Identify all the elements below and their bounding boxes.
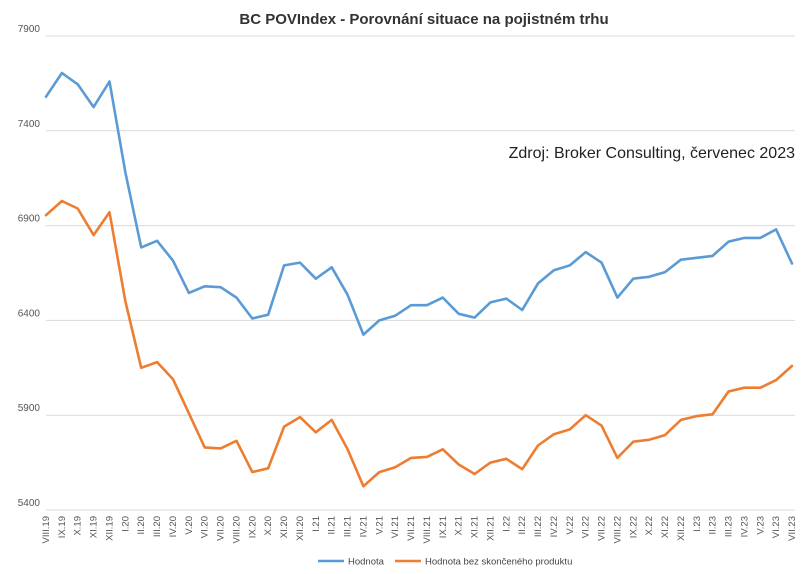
x-tick-label: V.23 bbox=[755, 516, 766, 535]
x-tick-label: I.22 bbox=[501, 516, 512, 532]
x-tick-label: X.20 bbox=[263, 516, 274, 536]
x-tick-label: III.22 bbox=[533, 516, 544, 537]
x-tick-label: V.21 bbox=[374, 516, 385, 535]
legend-label-1: Hodnota bez skončeného produktu bbox=[425, 557, 572, 568]
x-tick-label: IX.21 bbox=[438, 516, 449, 538]
x-tick-label: II.22 bbox=[517, 516, 528, 535]
x-tick-label: VI.22 bbox=[581, 516, 592, 538]
x-tick-label: I.20 bbox=[120, 516, 131, 532]
x-tick-label: VII.21 bbox=[406, 516, 417, 541]
x-tick-label: VI.20 bbox=[200, 516, 211, 538]
x-tick-label: XII.20 bbox=[295, 516, 306, 541]
x-tick-label: I.23 bbox=[692, 516, 703, 532]
y-tick-label: 5900 bbox=[18, 403, 41, 414]
y-tick-label: 5400 bbox=[18, 498, 41, 509]
y-tick-label: 7400 bbox=[18, 119, 41, 130]
y-axis-tick-labels: 5400 5900 6400 6900 7400 7900 bbox=[18, 24, 41, 509]
chart-title: BC POVIndex - Porovnání situace na pojis… bbox=[239, 11, 608, 28]
x-tick-label: IX.20 bbox=[247, 516, 258, 538]
x-tick-label: VI.21 bbox=[390, 516, 401, 538]
x-tick-label: VII.22 bbox=[597, 516, 608, 541]
x-tick-label: VII.23 bbox=[787, 516, 798, 541]
x-tick-label: IV.21 bbox=[358, 516, 369, 537]
y-tick-label: 6400 bbox=[18, 308, 41, 319]
y-tick-label: 7900 bbox=[18, 24, 41, 35]
x-tick-label: X.19 bbox=[73, 516, 84, 536]
x-tick-label: V.20 bbox=[184, 516, 195, 535]
x-tick-label: VIII.19 bbox=[41, 516, 52, 543]
x-tick-label: VIII.20 bbox=[231, 516, 242, 543]
x-tick-label: X.22 bbox=[644, 516, 655, 536]
legend: Hodnota Hodnota bez skončeného produktu bbox=[318, 557, 572, 568]
series-line-1 bbox=[44, 199, 794, 488]
x-tick-label: X.21 bbox=[454, 516, 465, 536]
x-tick-label: XI.20 bbox=[279, 516, 290, 538]
x-tick-label: IX.19 bbox=[57, 516, 68, 538]
x-tick-label: V.22 bbox=[565, 516, 576, 535]
x-tick-label: II.23 bbox=[708, 516, 719, 535]
source-annotation: Zdroj: Broker Consulting, červenec 2023 bbox=[509, 145, 795, 162]
x-tick-label: VII.20 bbox=[216, 516, 227, 541]
x-tick-label: XI.22 bbox=[660, 516, 671, 538]
x-tick-label: IV.22 bbox=[549, 516, 560, 537]
x-tick-label: XII.21 bbox=[485, 516, 496, 541]
x-tick-label: VIII.22 bbox=[612, 516, 623, 543]
x-tick-label: III.23 bbox=[724, 516, 735, 537]
x-tick-label: VIII.21 bbox=[422, 516, 433, 543]
legend-label-0: Hodnota bbox=[348, 557, 385, 568]
x-tick-label: IV.23 bbox=[739, 516, 750, 537]
y-tick-label: 6900 bbox=[18, 214, 41, 225]
x-tick-label: III.21 bbox=[343, 516, 354, 537]
gridlines bbox=[46, 35, 795, 511]
x-tick-label: VI.23 bbox=[771, 516, 782, 538]
x-tick-label: XI.19 bbox=[89, 516, 100, 538]
series-lines bbox=[44, 71, 794, 488]
x-tick-label: I.21 bbox=[311, 516, 322, 532]
x-tick-label: XI.21 bbox=[470, 516, 481, 538]
x-tick-label: III.20 bbox=[152, 516, 163, 537]
x-tick-label: II.21 bbox=[327, 516, 338, 535]
x-tick-label: II.20 bbox=[136, 516, 147, 535]
x-tick-label: IX.22 bbox=[628, 516, 639, 538]
x-tick-label: IV.20 bbox=[168, 516, 179, 537]
x-tick-label: XII.19 bbox=[104, 516, 115, 541]
x-axis-tick-labels: VIII.19 IX.19 X.19 XI.19 XII.19 I.20 II.20 III.… bbox=[41, 516, 798, 543]
series-line-0 bbox=[44, 71, 794, 336]
x-tick-label: XII.22 bbox=[676, 516, 687, 541]
